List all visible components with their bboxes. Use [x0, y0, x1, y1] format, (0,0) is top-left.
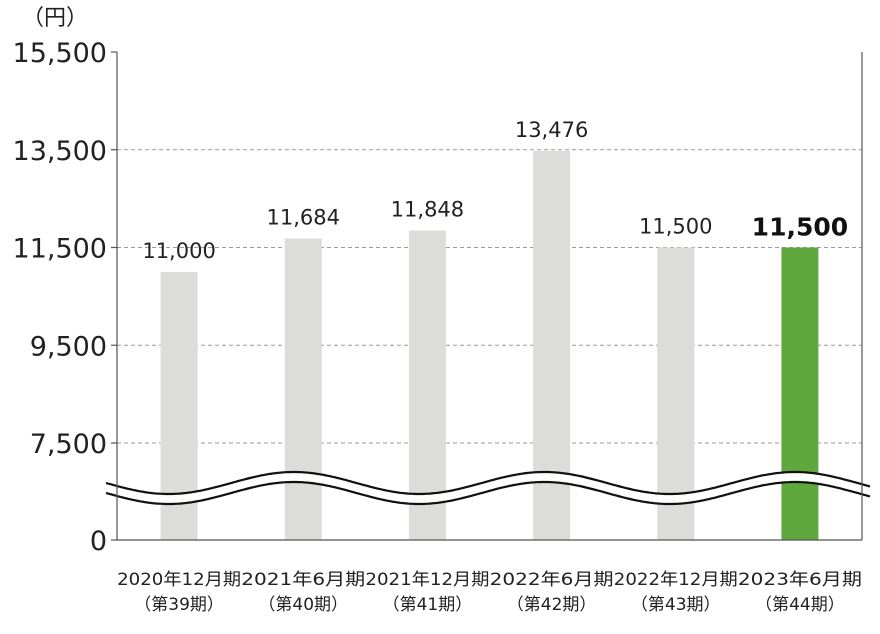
bar — [284, 238, 322, 540]
axis-break-line — [105, 480, 871, 506]
category-sublabel: （第43期） — [631, 595, 721, 615]
y-tick-label: 0 — [90, 526, 107, 557]
axes — [111, 51, 863, 541]
grid-lines — [117, 149, 862, 444]
category-label: 2020年12月期 — [117, 570, 241, 590]
data-label: 11,500 — [639, 215, 712, 239]
category-label: 2021年12月期 — [365, 570, 489, 590]
y-unit-label: （円） — [22, 6, 88, 31]
y-tick-label: 13,500 — [13, 136, 107, 167]
data-label: 11,500 — [752, 213, 848, 242]
y-tick-label: 11,500 — [13, 234, 107, 265]
category-label: 2023年6月期 — [738, 570, 862, 590]
category-sublabel: （第44期） — [755, 595, 845, 615]
y-tick-label: 7,500 — [30, 429, 107, 460]
data-label: 11,684 — [267, 206, 340, 230]
category-labels: 2020年12月期 （第39期） 2021年6月期 （第40期） 2021年12月期 （第… — [117, 570, 862, 615]
data-labels: 11,000 11,684 11,848 13,476 11,500 11,500 — [142, 118, 848, 263]
y-tick-labels: 0 7,500 9,500 11,500 13,500 15,500 — [13, 38, 107, 557]
bar — [408, 230, 446, 540]
bar — [781, 247, 819, 540]
category-sublabel: （第41期） — [383, 595, 473, 615]
category-label: 2021年6月期 — [241, 570, 365, 590]
data-label: 11,000 — [142, 239, 215, 263]
category-label: 2022年6月期 — [490, 570, 614, 590]
axis-break-line — [105, 470, 871, 496]
bar — [657, 247, 695, 540]
data-label: 11,848 — [391, 197, 464, 221]
y-tick-label: 9,500 — [30, 331, 107, 362]
category-sublabel: （第39期） — [134, 595, 224, 615]
category-label: 2022年12月期 — [614, 570, 738, 590]
category-sublabel: （第40期） — [258, 595, 348, 615]
data-label: 13,476 — [515, 118, 588, 142]
category-sublabel: （第42期） — [507, 595, 597, 615]
axis-break-band — [104, 472, 872, 504]
y-tick-label: 15,500 — [13, 38, 107, 69]
axis-break — [104, 470, 872, 506]
